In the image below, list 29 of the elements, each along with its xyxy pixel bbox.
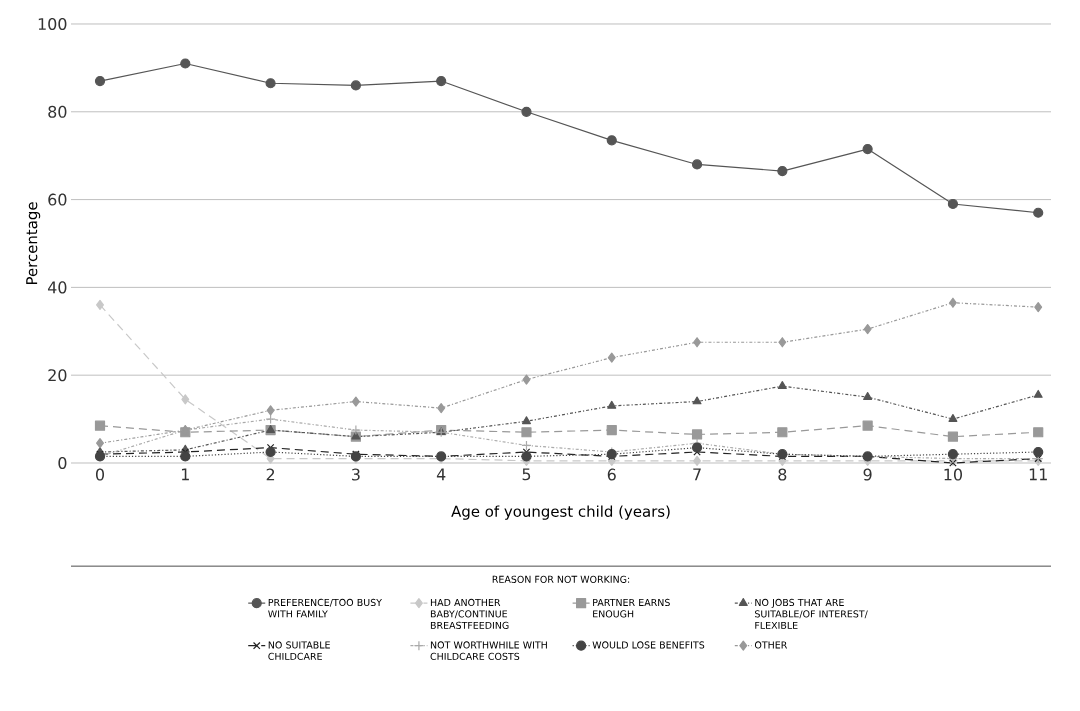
x-tick-label: 9: [863, 468, 872, 481]
x-tick-label: 3: [352, 468, 360, 481]
y-tick-label: 60: [48, 193, 67, 206]
x-tick-label: 11: [1029, 468, 1047, 481]
legend-label: WOULD LOSE BENEFITS: [592, 641, 705, 649]
x-axis-title: Age of youngest child (years): [451, 505, 670, 520]
x-tick-label: 8: [778, 468, 787, 481]
legend-label: HAD ANOTHER BABY/CONTINUE BREASTFEEDING: [430, 598, 509, 629]
y-tick-label: 80: [48, 105, 67, 118]
x-tick-label: 0: [95, 468, 105, 481]
x-tick-label: 2: [266, 468, 275, 481]
legend-label: PARTNER EARNS ENOUGH: [593, 598, 670, 618]
y-tick-label: 100: [38, 17, 67, 31]
x-tick-label: 7: [693, 468, 701, 481]
x-tick-label: 10: [944, 468, 962, 481]
legend-label: OTHER: [754, 641, 788, 649]
legend-label: PREFERENCE/TOO BUSY WITH FAMILY: [268, 598, 382, 618]
y-axis-title: Percentage: [26, 202, 41, 285]
y-tick-label: 40: [47, 281, 67, 294]
x-tick-label: 6: [607, 468, 616, 481]
y-tick-label: 0: [58, 456, 67, 470]
x-tick-label: 1: [181, 468, 189, 481]
x-tick-label: 5: [522, 468, 531, 481]
y-tick-label: 20: [48, 369, 67, 382]
legend-label: NO JOBS THAT ARE SUITABLE/OF INTEREST/ FLEXIBLE: [755, 598, 868, 629]
legend-title: REASON FOR NOT WORKING:: [492, 575, 630, 583]
legend-label: NOT WORTHWHILE WITH CHILDCARE COSTS: [430, 641, 547, 660]
legend-label: NO SUITABLE CHILDCARE: [268, 641, 330, 660]
x-tick-label: 4: [436, 468, 446, 481]
